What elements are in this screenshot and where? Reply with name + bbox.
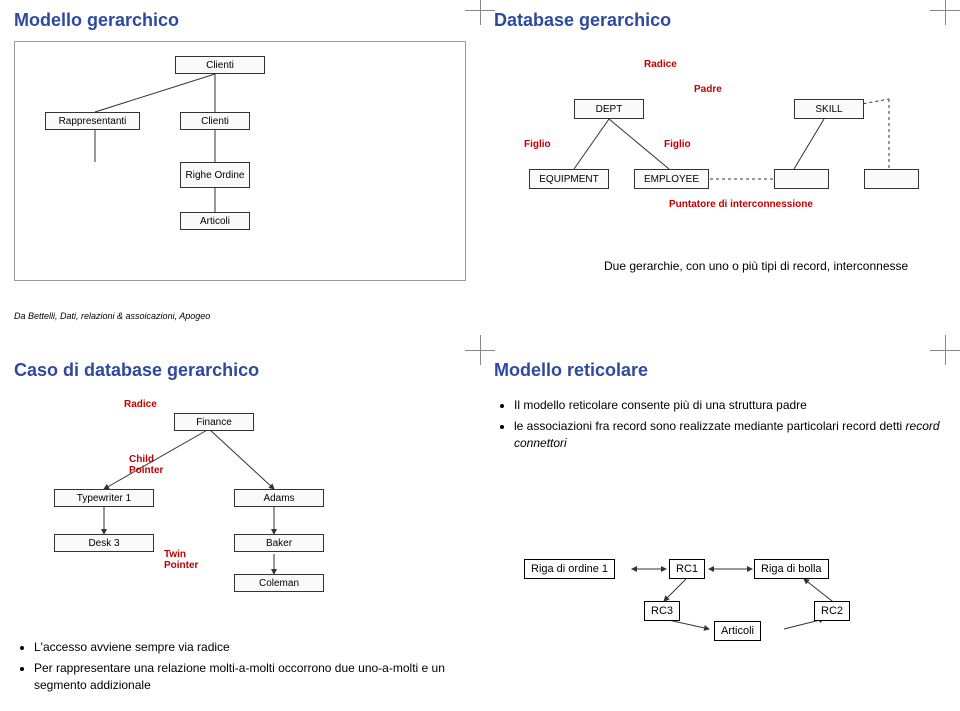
box-baker: Baker — [234, 534, 324, 552]
box-dept: DEPT — [574, 99, 644, 119]
box-clienti-top: Clienti — [175, 56, 265, 74]
anno-radice: Radice — [644, 59, 677, 70]
rc-rc1: RC1 — [669, 559, 705, 579]
q2-note: Due gerarchie, con uno o più tipi di rec… — [494, 259, 946, 273]
box-righe-ordine: Righe Ordine — [180, 162, 250, 188]
box-desk3: Desk 3 — [54, 534, 154, 552]
anno-radice3: Radice — [124, 399, 157, 410]
anno-padre: Padre — [694, 84, 722, 95]
q2-title: Database gerarchico — [494, 10, 946, 31]
anno-figlio2: Figlio — [664, 139, 691, 150]
anno-puntatore: Puntatore di interconnessione — [669, 199, 813, 210]
q4-bullet-0: Il modello reticolare consente più di un… — [514, 397, 946, 414]
box-emp-right — [774, 169, 829, 189]
rc-riga-bolla: Riga di bolla — [754, 559, 829, 579]
rc-rc3: RC3 — [644, 601, 680, 621]
box-emp-right2 — [864, 169, 919, 189]
box-rappresentanti: Rappresentanti — [45, 112, 140, 130]
q3-bullet-1: Per rappresentare una relazione molti-a-… — [34, 660, 466, 694]
anno-figlio1: Figlio — [524, 139, 551, 150]
q3-title: Caso di database gerarchico — [14, 360, 466, 381]
box-coleman: Coleman — [234, 574, 324, 592]
box-clienti-mid: Clienti — [180, 112, 250, 130]
q4-title: Modello reticolare — [494, 360, 946, 381]
box-employee: EMPLOYEE — [634, 169, 709, 189]
rc-riga-ordine: Riga di ordine 1 — [524, 559, 615, 579]
box-adams: Adams — [234, 489, 324, 507]
box-articoli: Articoli — [180, 212, 250, 230]
q1-title: Modello gerarchico — [14, 10, 466, 31]
q3-bullet-0: L'accesso avviene sempre via radice — [34, 639, 466, 656]
box-skill: SKILL — [794, 99, 864, 119]
box-equipment: EQUIPMENT — [529, 169, 609, 189]
rc-rc2: RC2 — [814, 601, 850, 621]
anno-twin-ptr: Twin Pointer — [164, 549, 214, 571]
q4-bullet-1: le associazioni fra record sono realizza… — [514, 418, 946, 452]
anno-child-ptr: Child Pointer — [129, 454, 179, 476]
q1-caption: Da Bettelli, Dati, relazioni & assoicazi… — [14, 311, 466, 321]
box-finance: Finance — [174, 413, 254, 431]
box-typewriter: Typewriter 1 — [54, 489, 154, 507]
rc-articoli: Articoli — [714, 621, 761, 641]
